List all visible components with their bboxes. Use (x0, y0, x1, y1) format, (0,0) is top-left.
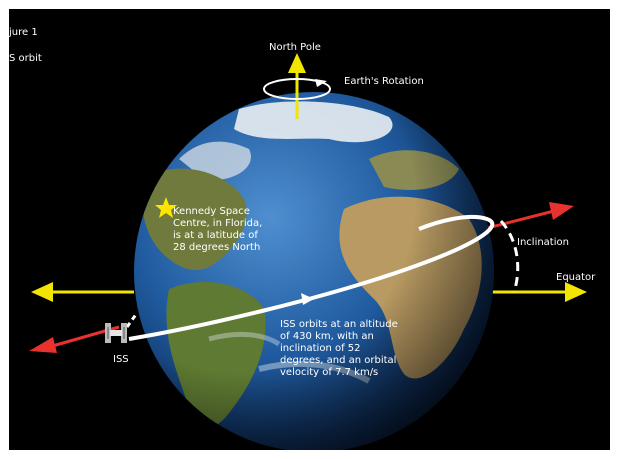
inclination-arc (499, 219, 520, 293)
space-station-icon (105, 323, 127, 343)
diagram-panel: jure 1 S orbit North Pole Earth's Rotati… (9, 9, 610, 450)
north-pole-label: North Pole (269, 42, 321, 53)
earths-rotation-label: Earth's Rotation (344, 76, 424, 87)
iss-orbit-path (128, 214, 495, 341)
rotation-arrow-icon (263, 78, 331, 100)
iss-label: ISS (113, 354, 129, 365)
north-pole-axis (288, 53, 306, 119)
orbit-diagram (29, 53, 587, 450)
figure-label: jure 1 (9, 27, 38, 38)
iss-connector (125, 312, 139, 328)
figure-caption: S orbit (9, 53, 42, 64)
iss-orbit-note: ISS orbits at an altitude of 430 km, wit… (280, 319, 398, 378)
equator-label: Equator (556, 272, 596, 283)
inclination-label: Inclination (517, 237, 569, 248)
star-icon (155, 197, 177, 218)
earth-globe (134, 92, 494, 450)
kennedy-note: Kennedy Space Centre, in Florida, is at … (173, 206, 263, 253)
